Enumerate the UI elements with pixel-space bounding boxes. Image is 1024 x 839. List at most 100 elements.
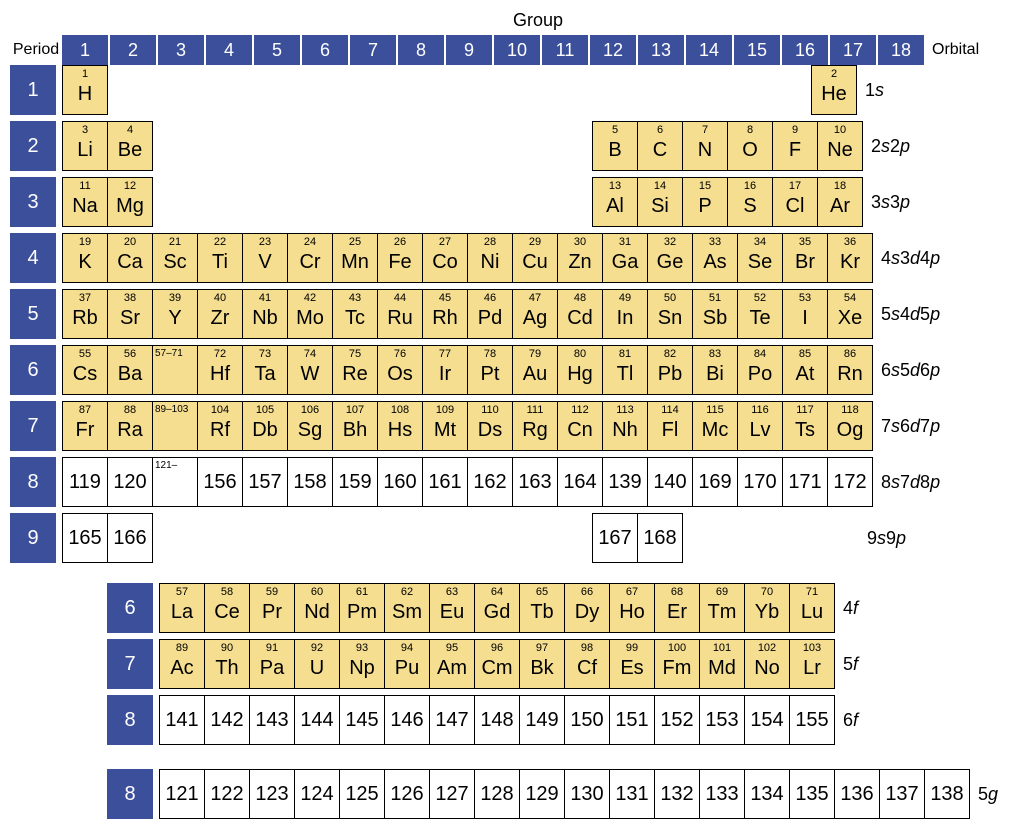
element-symbol: Cr bbox=[299, 251, 320, 274]
element-symbol: 155 bbox=[795, 709, 828, 732]
element-cell-e120: 120 bbox=[107, 457, 153, 507]
group-header-10: 10 bbox=[494, 35, 540, 65]
atomic-number: 53 bbox=[783, 292, 827, 304]
orbital-header-label: Orbital bbox=[924, 35, 1000, 65]
element-cell-Mc: 115Mc bbox=[692, 401, 738, 451]
period-label-p6: 6 bbox=[10, 345, 56, 395]
atomic-number: 106 bbox=[288, 404, 332, 416]
element-cell-I: 53I bbox=[782, 289, 828, 339]
period-row-p9: 91651661671689s9p bbox=[10, 513, 1014, 563]
atomic-number: 92 bbox=[295, 642, 339, 654]
element-symbol: Ru bbox=[387, 307, 413, 330]
atomic-number: 9 bbox=[773, 124, 817, 136]
element-cell-Fm: 100Fm bbox=[654, 639, 700, 689]
element-cell-Zr: 40Zr bbox=[197, 289, 243, 339]
element-symbol: Rb bbox=[72, 307, 98, 330]
element-symbol: Po bbox=[748, 363, 772, 386]
element-symbol: Pd bbox=[478, 307, 502, 330]
element-cell-La: 57La bbox=[159, 583, 205, 633]
atomic-number: 118 bbox=[828, 404, 872, 416]
atomic-number: 121– bbox=[155, 460, 177, 471]
period-row-p5: 537Rb38Sr39Y40Zr41Nb42Mo43Tc44Ru45Rh46Pd… bbox=[10, 289, 1014, 339]
element-cell-Cf: 98Cf bbox=[564, 639, 610, 689]
element-symbol: 150 bbox=[570, 709, 603, 732]
element-cell-Ra: 88Ra bbox=[107, 401, 153, 451]
element-symbol: 143 bbox=[255, 709, 288, 732]
element-symbol: Cu bbox=[522, 251, 548, 274]
element-symbol: Es bbox=[620, 657, 643, 680]
element-symbol: Ho bbox=[619, 601, 645, 624]
element-symbol: Rn bbox=[837, 363, 863, 386]
group-title: Group bbox=[10, 10, 1014, 31]
empty-cell bbox=[284, 121, 329, 171]
group-header-17: 17 bbox=[830, 35, 876, 65]
group-header-1: 1 bbox=[62, 35, 108, 65]
element-cell-Tc: 43Tc bbox=[332, 289, 378, 339]
empty-cell bbox=[504, 121, 549, 171]
element-symbol: Au bbox=[523, 363, 547, 386]
atomic-number: 54 bbox=[828, 292, 872, 304]
atomic-number: 5 bbox=[593, 124, 637, 136]
element-cell-Mo: 42Mo bbox=[287, 289, 333, 339]
element-symbol: 149 bbox=[525, 709, 558, 732]
atomic-number: 62 bbox=[385, 586, 429, 598]
element-symbol: 139 bbox=[608, 471, 641, 494]
element-symbol: Cm bbox=[481, 657, 512, 680]
atomic-number: 44 bbox=[378, 292, 422, 304]
element-cell-Np: 93Np bbox=[339, 639, 385, 689]
element-symbol: No bbox=[754, 657, 780, 680]
element-symbol: Ts bbox=[795, 419, 815, 442]
element-symbol: Si bbox=[651, 195, 669, 218]
element-cell-e163: 163 bbox=[512, 457, 558, 507]
empty-cell bbox=[814, 513, 859, 563]
empty-cell bbox=[328, 177, 373, 227]
atomic-number: 19 bbox=[63, 236, 107, 248]
atomic-number: 70 bbox=[745, 586, 789, 598]
atomic-number: 35 bbox=[783, 236, 827, 248]
element-symbol: Pr bbox=[262, 601, 282, 624]
empty-cell bbox=[195, 65, 240, 115]
atomic-number: 65 bbox=[520, 586, 564, 598]
period-row-p3: 311Na12Mg13Al14Si15P16S17Cl18Ar3s3p bbox=[10, 177, 1014, 227]
orbital-label-p5: 5s4d5p bbox=[873, 289, 949, 339]
element-cell-e128: 128 bbox=[474, 769, 520, 819]
element-cell-e141: 141 bbox=[159, 695, 205, 745]
atomic-number: 22 bbox=[198, 236, 242, 248]
element-cell-Lr: 103Lr bbox=[789, 639, 835, 689]
element-cell-Ni: 28Ni bbox=[467, 233, 513, 283]
element-symbol: 169 bbox=[698, 471, 731, 494]
element-symbol: 165 bbox=[68, 527, 101, 550]
element-cell-Am: 95Am bbox=[429, 639, 475, 689]
element-cell-Rh: 45Rh bbox=[422, 289, 468, 339]
atomic-number: 104 bbox=[198, 404, 242, 416]
element-symbol: S bbox=[743, 195, 756, 218]
atomic-number: 56 bbox=[108, 348, 152, 360]
group-header-4: 4 bbox=[206, 35, 252, 65]
atomic-number: 25 bbox=[333, 236, 377, 248]
element-symbol: 123 bbox=[255, 783, 288, 806]
element-cell-Es: 99Es bbox=[609, 639, 655, 689]
element-cell-Sb: 51Sb bbox=[692, 289, 738, 339]
atomic-number: 4 bbox=[108, 124, 152, 136]
element-cell-AcLr: 89–103 bbox=[152, 401, 198, 451]
element-symbol: Bk bbox=[530, 657, 553, 680]
empty-cell bbox=[503, 65, 548, 115]
element-cell-Fe: 26Fe bbox=[377, 233, 423, 283]
element-cell-Ag: 47Ag bbox=[512, 289, 558, 339]
element-cell-e123: 123 bbox=[249, 769, 295, 819]
empty-cell bbox=[372, 121, 417, 171]
empty-cell bbox=[239, 65, 284, 115]
atomic-number: 1 bbox=[63, 68, 107, 80]
element-cell-Tb: 65Tb bbox=[519, 583, 565, 633]
atomic-number: 32 bbox=[648, 236, 692, 248]
atomic-number: 60 bbox=[295, 586, 339, 598]
atomic-number: 98 bbox=[565, 642, 609, 654]
atomic-number: 117 bbox=[783, 404, 827, 416]
element-symbol: La bbox=[171, 601, 193, 624]
atomic-number: 6 bbox=[638, 124, 682, 136]
element-symbol: Bh bbox=[343, 419, 367, 442]
empty-cell bbox=[635, 65, 680, 115]
empty-cell bbox=[723, 65, 768, 115]
element-symbol: Ca bbox=[117, 251, 143, 274]
atomic-number: 66 bbox=[565, 586, 609, 598]
